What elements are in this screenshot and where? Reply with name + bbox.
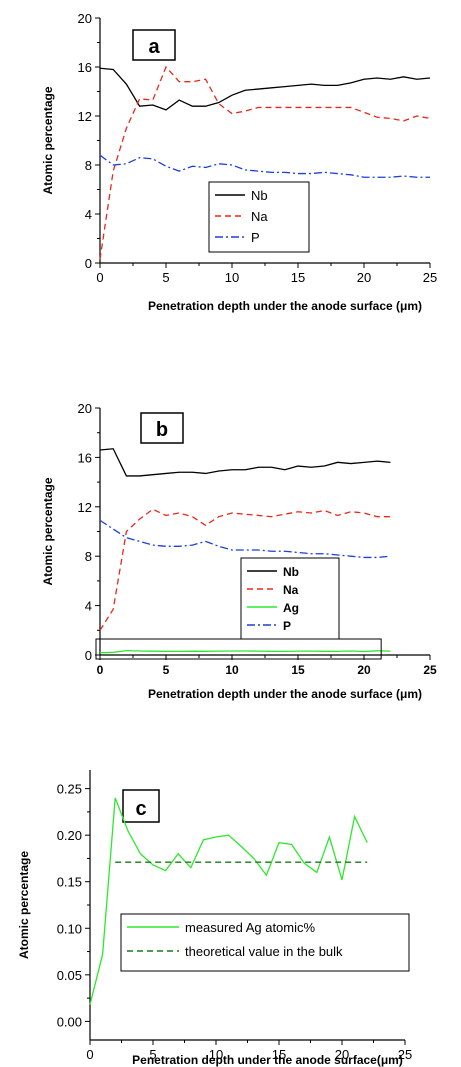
y-tick-label: 8 [85, 549, 92, 564]
y-tick-label: 12 [78, 500, 92, 515]
series-line-nb [99, 448, 391, 477]
series-line-na [99, 508, 391, 631]
x-tick-label: 10 [225, 663, 239, 677]
y-tick-label: 0.25 [57, 782, 82, 797]
y-tick-label: 0.15 [57, 875, 82, 890]
y-tick-label: 0.10 [57, 921, 82, 936]
x-tick-label: 15 [291, 663, 305, 677]
legend-label: Na [283, 583, 299, 597]
y-tick-label: 4 [85, 599, 92, 614]
series-line-p [99, 154, 430, 178]
chart-panel-c: 0 5 10 15 20 25 0.00 0.05 0.10 0.15 0.20 0.25 Penetr… [17, 770, 412, 1067]
x-axis-label: Penetration depth under the anode surfac… [148, 299, 422, 313]
series-line-na [99, 65, 431, 260]
y-tick-label: 0.00 [57, 1014, 82, 1029]
panel-label: a [148, 36, 160, 58]
x-tick-label: 25 [423, 663, 437, 677]
legend-label: Ag [283, 601, 299, 615]
panel-label-box [132, 29, 176, 61]
y-axis-label: Atomic percentage [17, 851, 31, 959]
x-tick-label: 5 [163, 663, 170, 677]
x-tick-label: 20 [357, 270, 371, 285]
legend-box [208, 181, 310, 253]
x-tick-label: 25 [398, 1047, 412, 1062]
legend-label: Nb [283, 565, 299, 579]
x-tick-label: 0 [86, 1047, 93, 1062]
y-tick-label: 0 [85, 648, 92, 663]
x-tick-label: 0 [96, 270, 103, 285]
y-tick-label: 16 [78, 60, 92, 75]
x-tick-label: 0 [97, 663, 104, 677]
legend-label: P [251, 230, 260, 245]
y-tick-label: 8 [85, 158, 92, 173]
x-tick-label: 10 [209, 1047, 223, 1062]
panel-label: b [156, 419, 168, 441]
y-tick-label: 12 [78, 109, 92, 124]
y-axis-label: Atomic percentage [41, 477, 55, 585]
x-tick-label: 5 [162, 270, 169, 285]
x-axis-label: Penetration depth under the anode surfac… [148, 687, 422, 701]
series-line-measured-ag-atomic- [89, 797, 368, 1005]
legend-label: measured Ag atomic% [185, 920, 316, 935]
legend-label: theoretical value in the bulk [185, 944, 343, 959]
x-tick-label: 25 [423, 270, 437, 285]
legend-box [120, 913, 410, 972]
chart-panel-a: 0 5 10 15 20 25 0 4 8 12 16 20 Penetration depth und… [41, 11, 437, 313]
legend-label: Na [251, 209, 268, 224]
y-tick-label: 20 [78, 11, 92, 26]
y-tick-label: 4 [85, 207, 92, 222]
series-line-ag [99, 649, 391, 654]
legend-label: Nb [251, 188, 268, 203]
panel-label: c [135, 798, 146, 820]
x-tick-label: 5 [149, 1047, 156, 1062]
y-tick-label: 0.05 [57, 968, 82, 983]
x-tick-label: 20 [357, 663, 371, 677]
series-line-p [99, 519, 391, 559]
y-tick-label: 16 [78, 450, 92, 465]
legend-label: P [283, 619, 291, 633]
panel-label-box [122, 789, 160, 823]
y-tick-label: 20 [78, 401, 92, 416]
x-axis-label: Penetration depth under the anode surfac… [132, 1053, 403, 1067]
x-tick-label: 15 [291, 270, 305, 285]
y-axis-label: Atomic percentage [41, 86, 55, 194]
x-tick-label: 20 [335, 1047, 349, 1062]
ag-highlight-box [95, 638, 382, 660]
y-tick-label: 0 [85, 256, 92, 271]
series-line-nb [99, 67, 431, 111]
chart-panel-b: 0 5 10 15 20 25 0 4 8 12 16 20 Penetration depth und… [41, 401, 437, 701]
y-tick-label: 0.20 [57, 828, 82, 843]
x-tick-label: 10 [225, 270, 239, 285]
x-tick-label: 15 [272, 1047, 286, 1062]
panel-label-box [140, 412, 184, 444]
